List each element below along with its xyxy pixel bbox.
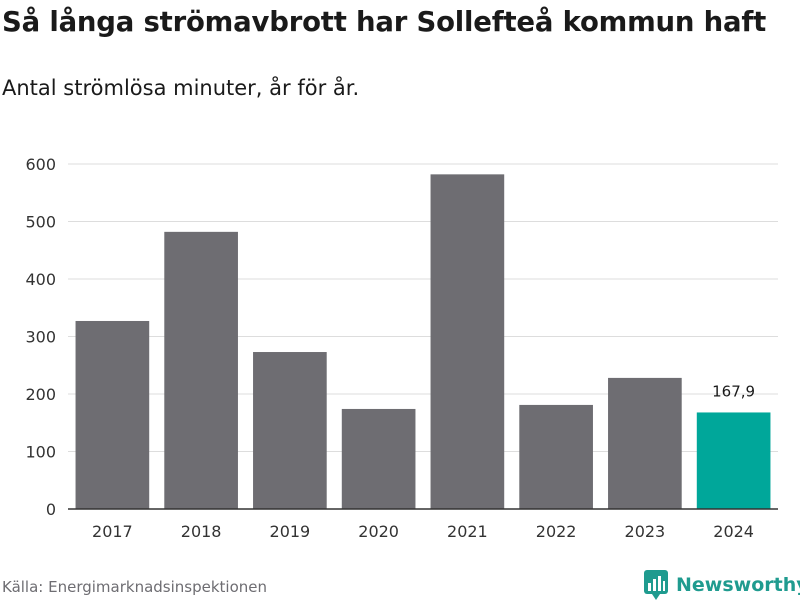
- x-tick-label: 2018: [181, 522, 222, 541]
- bar: [253, 352, 327, 509]
- y-tick-label: 200: [25, 385, 56, 404]
- y-tick-label: 300: [25, 328, 56, 347]
- bar: [164, 231, 238, 509]
- x-tick-label: 2022: [536, 522, 577, 541]
- y-tick-label: 500: [25, 213, 56, 232]
- bar-chart: 0 100 200 300 400 500 600 2017 2018 2019 2020 2021 2…: [25, 155, 778, 541]
- brand-logo: Newsworthy: [644, 570, 800, 600]
- bar: [519, 404, 593, 509]
- x-tick-label: 2019: [270, 522, 311, 541]
- chart-subtitle: Antal strömlösa minuter, år för år.: [2, 76, 360, 100]
- bar: [430, 174, 505, 509]
- y-tick-label: 600: [25, 155, 56, 174]
- x-tick-label: 2017: [92, 522, 133, 541]
- x-tick-label: 2023: [625, 522, 666, 541]
- brand-name: Newsworthy: [676, 574, 800, 596]
- source-note: Källa: Energimarknadsinspektionen: [2, 578, 268, 596]
- bar: [696, 412, 771, 509]
- y-tick-label: 0: [46, 500, 56, 519]
- x-tick-label: 2020: [358, 522, 399, 541]
- bar: [608, 377, 682, 509]
- bar: [75, 320, 150, 509]
- y-tick-label: 100: [25, 443, 56, 462]
- bar: [341, 408, 416, 509]
- x-tick-label: 2024: [713, 522, 754, 541]
- data-label: 167,9: [712, 382, 755, 400]
- y-tick-label: 400: [25, 270, 56, 289]
- x-tick-label: 2021: [447, 522, 488, 541]
- newsworthy-logo-icon: [644, 570, 668, 600]
- chart-title: Så långa strömavbrott har Sollefteå komm…: [2, 6, 767, 38]
